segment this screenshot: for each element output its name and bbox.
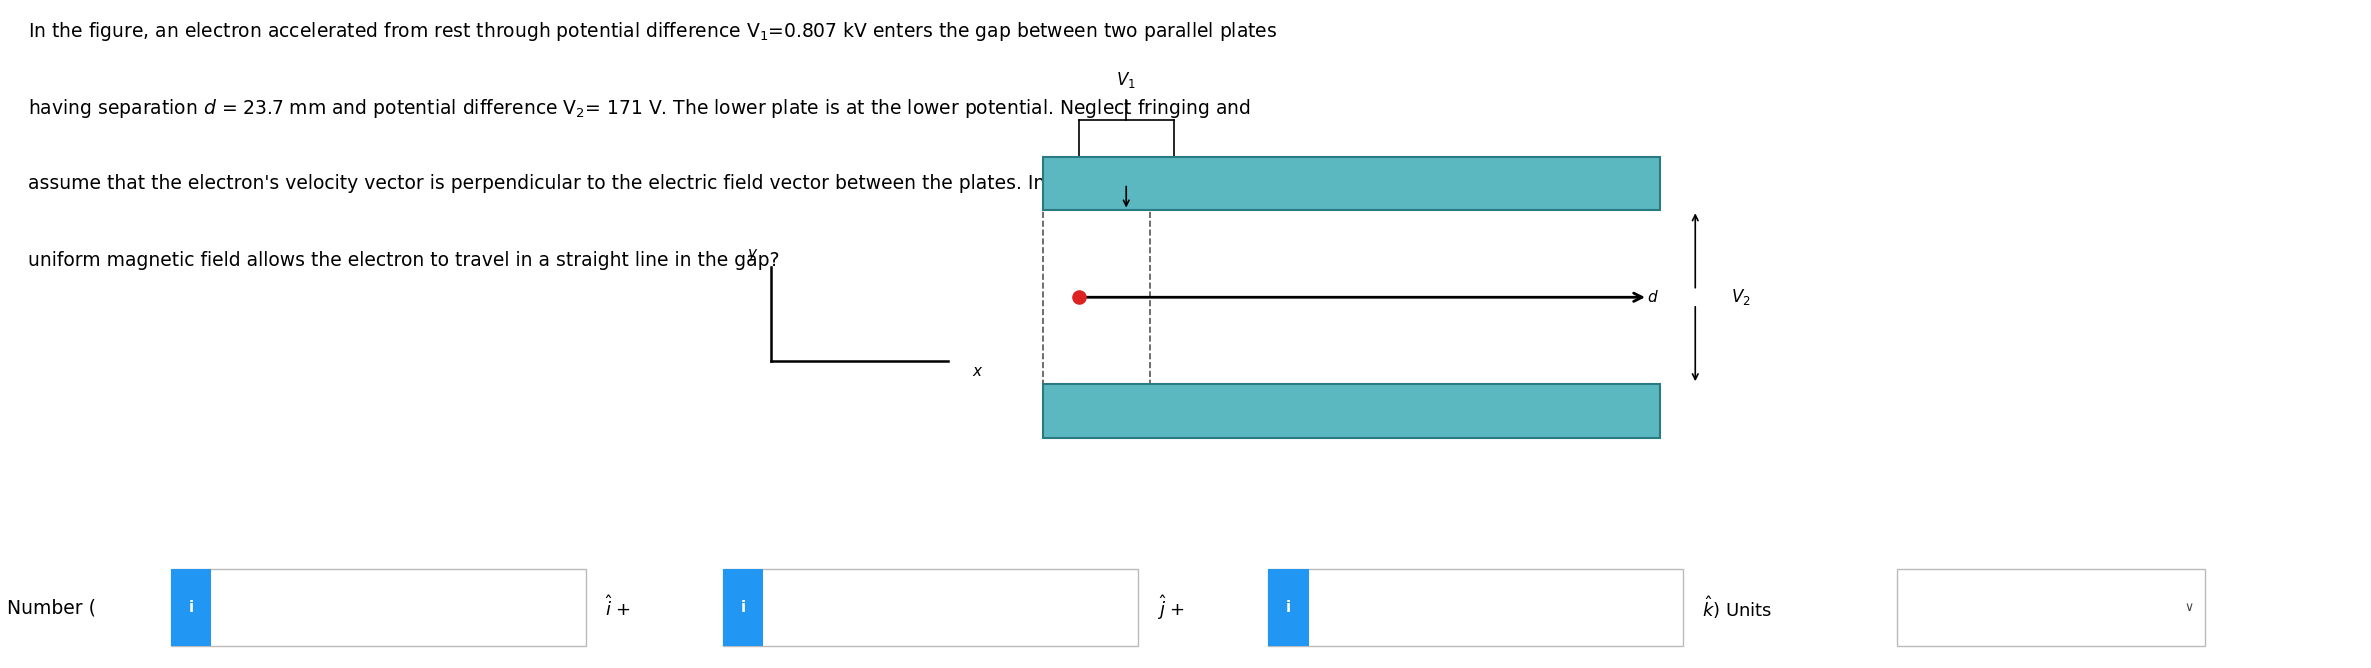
Bar <box>723 569 1138 647</box>
Text: $\hat{k}$) Units: $\hat{k}$) Units <box>1702 595 1774 621</box>
Bar <box>1268 569 1309 647</box>
Point <box>1060 292 1098 303</box>
Text: ∨: ∨ <box>2184 601 2193 615</box>
Text: x: x <box>972 364 982 379</box>
Text: $\hat{i}$ +: $\hat{i}$ + <box>605 595 631 621</box>
Bar <box>1043 384 1660 438</box>
Bar <box>1897 569 2205 647</box>
Text: i: i <box>1285 601 1292 615</box>
Text: having separation $d$ = 23.7 mm and potential difference V$_2$= 171 V. The lower: having separation $d$ = 23.7 mm and pote… <box>28 97 1252 120</box>
Bar <box>1043 157 1660 210</box>
Text: uniform magnetic field allows the electron to travel in a straight line in the g: uniform magnetic field allows the electr… <box>28 250 780 269</box>
Text: $d$: $d$ <box>1648 289 1657 305</box>
Text: y: y <box>747 246 756 261</box>
Text: $V_1$: $V_1$ <box>1117 70 1136 90</box>
Bar <box>1268 569 1683 647</box>
Text: $V_2$: $V_2$ <box>1731 287 1750 307</box>
Text: $\hat{j}$ +: $\hat{j}$ + <box>1157 593 1186 623</box>
Bar <box>171 569 211 647</box>
Text: i: i <box>187 601 194 615</box>
Text: i: i <box>740 601 747 615</box>
Bar <box>171 569 586 647</box>
Text: Number (: Number ( <box>7 599 97 617</box>
Bar <box>723 569 763 647</box>
Text: In the figure, an electron accelerated from rest through potential difference V$: In the figure, an electron accelerated f… <box>28 20 1278 43</box>
Text: assume that the electron's velocity vector is perpendicular to the electric fiel: assume that the electron's velocity vect… <box>28 174 1295 192</box>
